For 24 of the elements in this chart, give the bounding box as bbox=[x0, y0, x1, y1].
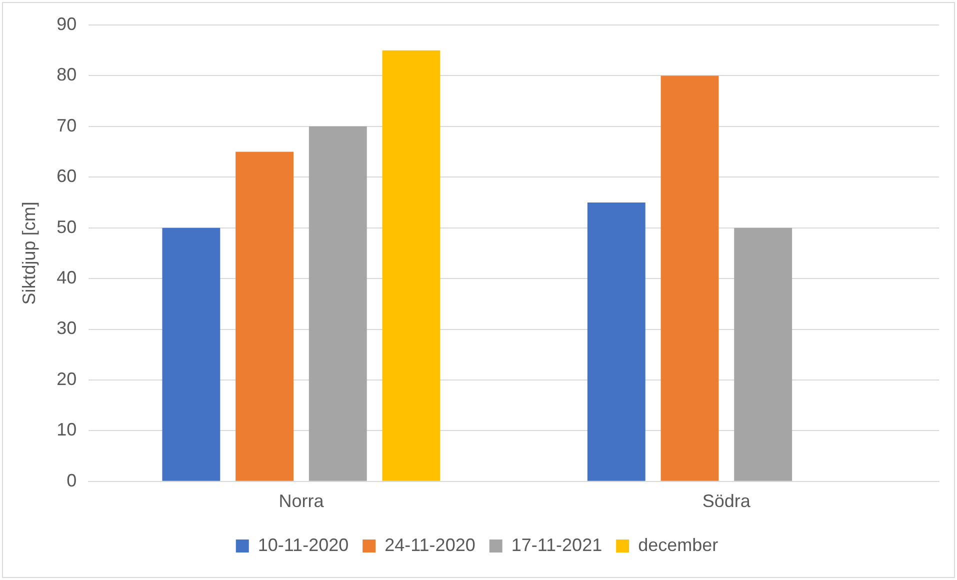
bar bbox=[382, 50, 440, 481]
legend-label: 24-11-2020 bbox=[384, 534, 476, 555]
legend-label: 10-11-2020 bbox=[258, 534, 349, 555]
bar bbox=[660, 76, 719, 481]
y-tick-label: 30 bbox=[56, 318, 77, 338]
y-tick-label: 60 bbox=[56, 166, 77, 186]
y-tick-label: 0 bbox=[66, 470, 77, 490]
bar bbox=[734, 228, 792, 481]
y-tick-label: 10 bbox=[56, 420, 77, 440]
y-tick-label: 70 bbox=[56, 115, 77, 136]
x-tick-label: Norra bbox=[278, 491, 325, 512]
y-tick-label: 40 bbox=[56, 268, 77, 288]
bar bbox=[236, 152, 294, 481]
bar bbox=[162, 228, 220, 481]
y-tick-label: 90 bbox=[56, 14, 77, 34]
legend-label: december bbox=[638, 534, 718, 555]
bar bbox=[308, 126, 367, 481]
y-tick-label: 80 bbox=[56, 64, 77, 85]
y-tick-label: 50 bbox=[56, 216, 77, 237]
x-tick-label: Södra bbox=[702, 491, 752, 512]
legend-label: 17-11-2021 bbox=[511, 534, 602, 555]
bar bbox=[587, 202, 646, 481]
y-axis-title: Siktdjup [cm] bbox=[18, 202, 39, 305]
y-tick-label: 20 bbox=[56, 368, 77, 389]
